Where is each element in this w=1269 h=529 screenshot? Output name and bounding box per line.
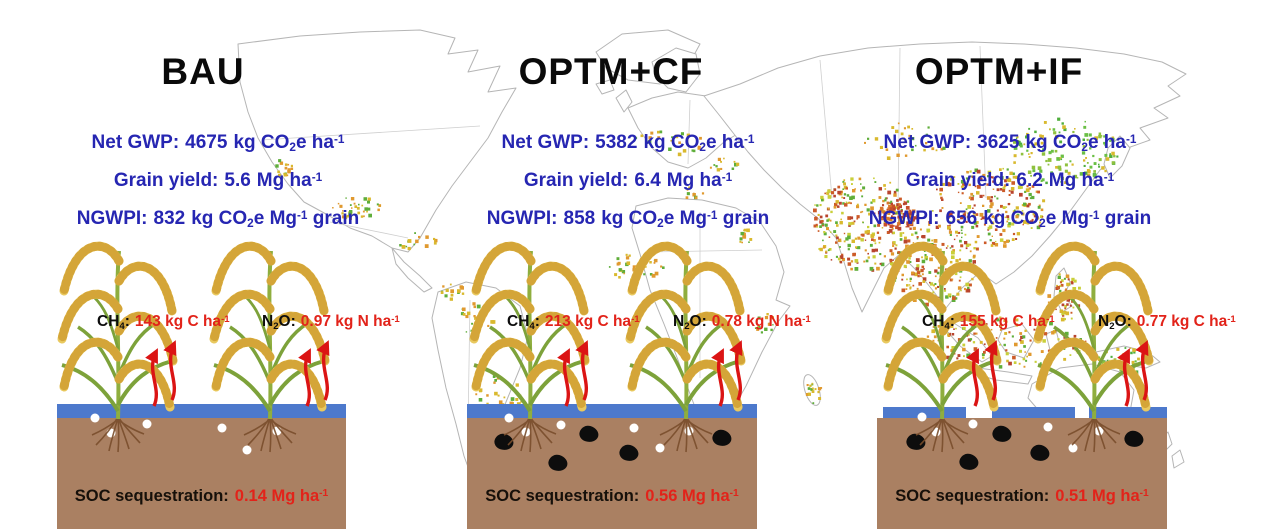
soil-pore-dot [242,445,252,455]
stats-optm-cf: Net GWP: 5382 kg CO2e ha-1 Grain yield: … [428,124,828,238]
stats-optm-if: Net GWP: 3625 kg CO2e ha-1 Grain yield: … [810,124,1210,238]
soil-pore-dot [931,427,941,437]
soc-value: 0.51 Mg ha-1 [1055,487,1149,505]
rice-plant-icon [474,246,585,452]
panel-optm-if: OPTM+IF Net GWP: 3625 kg CO2e ha-1 Grain… [810,52,1210,231]
rice-plant-icon [214,246,325,452]
soil-pore-dot [1068,443,1078,453]
soil-pore-dot [106,428,116,438]
ch4-flux-label-optm-cf: CH4: 213 kg C ha-1 [507,313,640,332]
soil-pore-dot [684,426,694,436]
grain-yield-line: Grain yield: 6.2 Mg ha-1 [905,170,1115,191]
soil-profile-bau: SOC sequestration: 0.14 Mg ha-1 [57,404,346,529]
rice-plant-icon [1038,246,1149,452]
ngwpi-line: NGWPI: 656 kg CO2e Mg-1 grain [868,208,1152,231]
ch4-flux-label-bau: CH4: 143 kg C ha-1 [97,313,230,332]
n2o-flux-label-optm-cf: N2O: 0.78 kg N ha-1 [673,313,811,332]
soil-pore-dot [1043,422,1053,432]
soc-label: SOC sequestration: [485,487,640,505]
soil-pore-dot [217,423,227,433]
soil-pore-dot [556,420,566,430]
soil-pore-dot [968,419,978,429]
grain-yield-line: Grain yield: 5.6 Mg ha-1 [113,170,323,191]
soc-sequestration-label: SOC sequestration: 0.56 Mg ha-1 [467,487,757,506]
ch4-flux-label-optm-if: CH4: 155 kg C ha-1 [922,313,1055,332]
stats-bau: Net GWP: 4675 kg CO2e ha-1 Grain yield: … [18,124,418,238]
soil-pore-dot [142,419,152,429]
ngwpi-line: NGWPI: 858 kg CO2e Mg-1 grain [486,208,770,231]
scenario-title: OPTM+CF [518,51,704,92]
n2o-flux-label-optm-if: N2O: 0.77 kg C ha-1 [1098,313,1236,332]
soc-label: SOC sequestration: [895,487,1050,505]
net-gwp-line: Net GWP: 4675 kg CO2e ha-1 [91,132,345,155]
soil-layer [877,418,1167,529]
net-gwp-line: Net GWP: 5382 kg CO2e ha-1 [501,132,755,155]
soil-pore-dot [917,412,927,422]
grain-yield-line: Grain yield: 6.4 Mg ha-1 [523,170,733,191]
flood-water-segment [992,407,1075,418]
soc-value: 0.14 Mg ha-1 [234,487,329,505]
soil-pore-dot [504,413,514,423]
rice-plant-icon [630,246,741,452]
soil-layer [57,418,346,529]
flood-water-segment [1089,407,1167,418]
scenario-title: OPTM+IF [914,51,1084,92]
soc-value: 0.56 Mg ha-1 [645,487,739,505]
soc-sequestration-label: SOC sequestration: 0.14 Mg ha-1 [57,487,346,506]
soil-pore-dot [655,443,665,453]
soc-label: SOC sequestration: [74,487,229,505]
n2o-flux-label-bau: N2O: 0.97 kg N ha-1 [262,313,400,332]
net-gwp-line: Net GWP: 3625 kg CO2e ha-1 [883,132,1137,155]
soil-pore-dot [90,413,100,423]
soil-pore-dot [629,423,639,433]
soil-pore-dot [272,426,282,436]
soil-profile-optm-if: SOC sequestration: 0.51 Mg ha-1 [877,404,1167,529]
scenario-title: BAU [161,51,245,92]
rice-plant-icon [62,246,173,452]
soc-sequestration-label: SOC sequestration: 0.51 Mg ha-1 [877,487,1167,506]
rice-plant-icon [886,246,997,452]
panel-bau: BAU Net GWP: 4675 kg CO2e ha-1 Grain yie… [18,52,418,231]
ngwpi-line: NGWPI: 832 kg CO2e Mg-1 grain [76,208,360,231]
panel-optm-cf: OPTM+CF Net GWP: 5382 kg CO2e ha-1 Grain… [428,52,828,231]
